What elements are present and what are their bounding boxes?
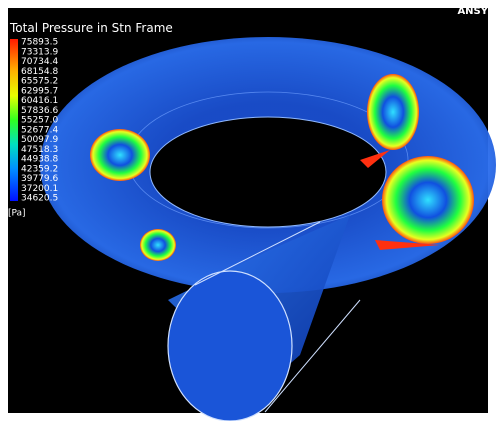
legend-label: 62995.7 — [21, 86, 58, 96]
legend-label: 44938.8 — [21, 155, 58, 165]
title: Total Pressure in Stn Frame — [9, 21, 173, 35]
legend-label: 52677.4 — [21, 125, 58, 135]
legend-label: 65575.2 — [21, 77, 58, 87]
legend-label: 50097.9 — [21, 135, 58, 145]
logo: ANSY — [457, 6, 488, 17]
legend-label: 47518.3 — [21, 145, 58, 155]
legend-label: 34620.5 — [21, 194, 58, 204]
legend-label: 55257.0 — [21, 116, 58, 126]
legend-label: 57836.6 — [21, 106, 58, 116]
legend: 75893.573313.970734.468154.865575.262995… — [21, 38, 58, 204]
contour-slices — [90, 74, 474, 261]
legend-label: 42359.2 — [21, 164, 58, 174]
legend-label: 37200.1 — [21, 184, 58, 194]
outlet-pipe — [167, 215, 361, 421]
legend-label: 68154.8 — [21, 67, 58, 77]
legend-label: 73313.9 — [21, 47, 58, 57]
legend-label: 60416.1 — [21, 96, 58, 106]
color-bar — [10, 39, 18, 201]
legend-label: 70734.4 — [21, 57, 58, 67]
unit: [Pa] — [8, 209, 26, 219]
legend-label: 75893.5 — [21, 38, 58, 48]
legend-label: 39779.6 — [21, 174, 58, 184]
